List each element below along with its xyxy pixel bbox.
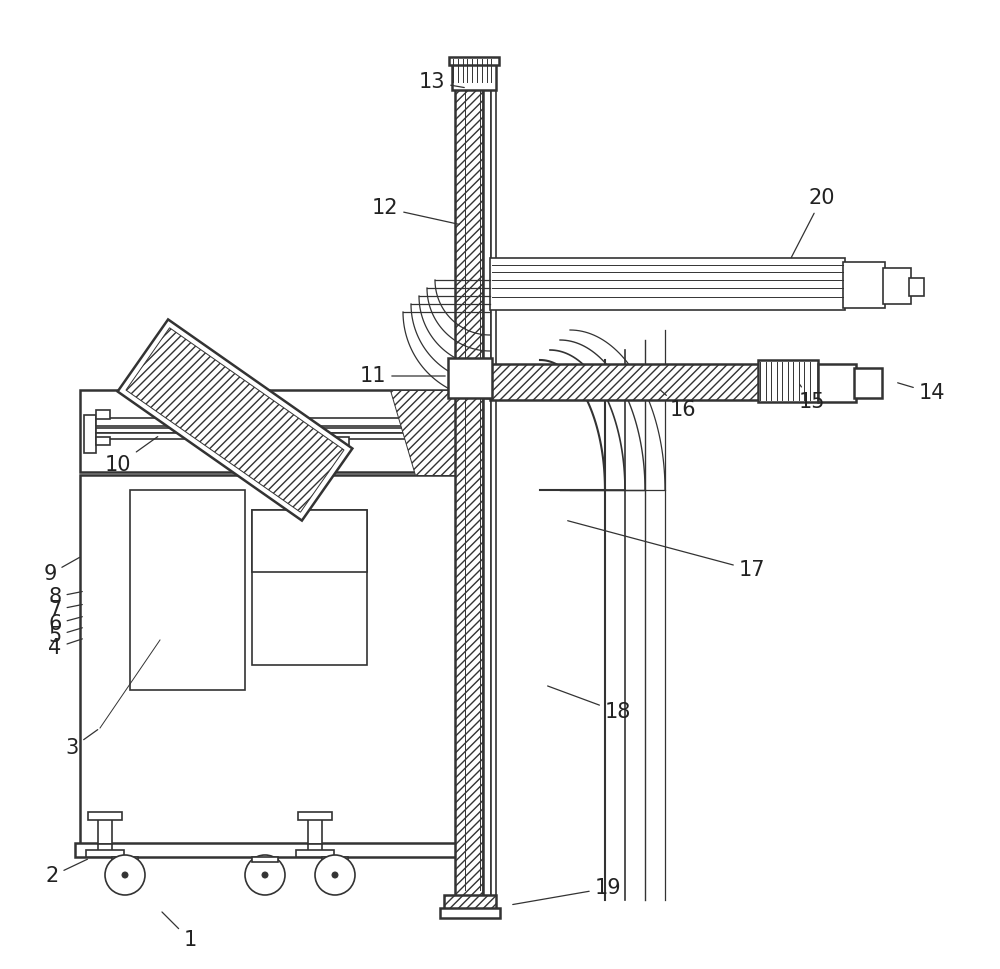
Text: 2: 2 — [45, 860, 87, 886]
Bar — [322, 857, 348, 862]
Bar — [80, 475, 465, 845]
Text: 11: 11 — [360, 366, 445, 386]
Bar — [112, 857, 138, 862]
Bar — [80, 390, 465, 472]
Bar — [96, 418, 426, 426]
Bar — [491, 88, 496, 908]
Bar — [96, 433, 426, 439]
Bar — [440, 908, 500, 918]
Circle shape — [105, 855, 145, 895]
Bar — [425, 418, 437, 446]
Bar — [298, 812, 332, 820]
Bar — [308, 844, 322, 852]
Polygon shape — [390, 390, 455, 475]
Text: 1: 1 — [162, 912, 197, 950]
Bar — [296, 850, 334, 857]
Bar — [75, 843, 470, 857]
Bar — [455, 88, 483, 908]
Bar — [758, 360, 818, 402]
Text: 12: 12 — [372, 198, 459, 225]
Text: 6: 6 — [48, 614, 82, 634]
Bar — [452, 62, 496, 90]
Bar — [252, 510, 367, 572]
Bar — [854, 368, 882, 398]
Bar — [448, 358, 492, 398]
Text: 16: 16 — [660, 390, 696, 420]
Bar — [843, 262, 885, 308]
Bar — [308, 818, 322, 844]
Text: 10: 10 — [105, 437, 158, 475]
Bar — [96, 437, 110, 445]
Bar — [490, 364, 760, 400]
Text: 7: 7 — [48, 600, 82, 620]
Bar — [96, 410, 110, 419]
Bar — [96, 428, 426, 433]
Text: 15: 15 — [799, 385, 825, 412]
Polygon shape — [118, 320, 352, 520]
Bar — [335, 437, 349, 445]
Text: 19: 19 — [513, 878, 621, 904]
Bar — [449, 57, 499, 65]
Bar — [818, 364, 856, 402]
Bar — [86, 850, 124, 857]
Bar — [130, 490, 245, 690]
Bar — [444, 895, 496, 909]
Bar — [252, 857, 278, 862]
Circle shape — [262, 872, 268, 878]
Text: 14: 14 — [898, 383, 945, 403]
Bar — [883, 268, 911, 304]
Bar — [909, 278, 924, 296]
Text: 8: 8 — [48, 587, 82, 607]
Circle shape — [332, 872, 338, 878]
Bar — [483, 88, 491, 908]
Circle shape — [122, 872, 128, 878]
Bar — [490, 258, 845, 310]
Text: 3: 3 — [65, 730, 98, 758]
Text: 17: 17 — [568, 520, 765, 580]
Bar — [210, 437, 224, 445]
Text: 9: 9 — [43, 557, 80, 584]
Text: 5: 5 — [48, 626, 82, 646]
Circle shape — [315, 855, 355, 895]
Bar — [88, 812, 122, 820]
Text: 4: 4 — [48, 638, 82, 658]
Bar — [98, 844, 112, 852]
Bar — [252, 510, 367, 665]
Bar — [98, 818, 112, 844]
Text: 20: 20 — [791, 188, 835, 258]
Bar — [84, 415, 96, 453]
Polygon shape — [126, 328, 344, 513]
Text: 18: 18 — [548, 686, 631, 722]
Text: 13: 13 — [419, 72, 464, 92]
Circle shape — [245, 855, 285, 895]
